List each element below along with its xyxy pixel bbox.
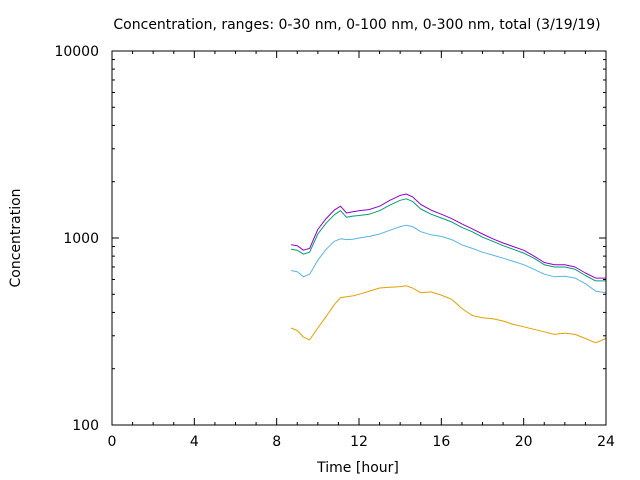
series-line-3 (291, 198, 606, 282)
series-layer (290, 193, 607, 344)
y-tick-label: 10000 (54, 44, 99, 60)
y-tick-label: 1000 (63, 231, 99, 247)
chart-title: Concentration, ranges: 0-30 nm, 0-100 nm… (113, 17, 600, 33)
x-axis-label: Time [hour] (316, 460, 399, 476)
x-tick-label: 20 (515, 434, 533, 450)
x-tick-label: 4 (190, 434, 199, 450)
x-tick-label: 16 (432, 434, 450, 450)
y-tick-label: 100 (72, 418, 99, 434)
x-tick-label: 24 (597, 434, 615, 450)
x-tick-label: 8 (272, 434, 281, 450)
series-line-4 (291, 193, 606, 279)
plot-frame (111, 50, 607, 426)
x-tick-label: 0 (108, 434, 117, 450)
x-tick-label: 12 (350, 434, 368, 450)
series-line-2 (291, 224, 607, 294)
tick-labels: 0 4 8 12 16 20 24 100 1000 10000 (54, 44, 615, 450)
series-line-1 (290, 285, 607, 344)
y-axis-label: Concentration (8, 188, 24, 287)
